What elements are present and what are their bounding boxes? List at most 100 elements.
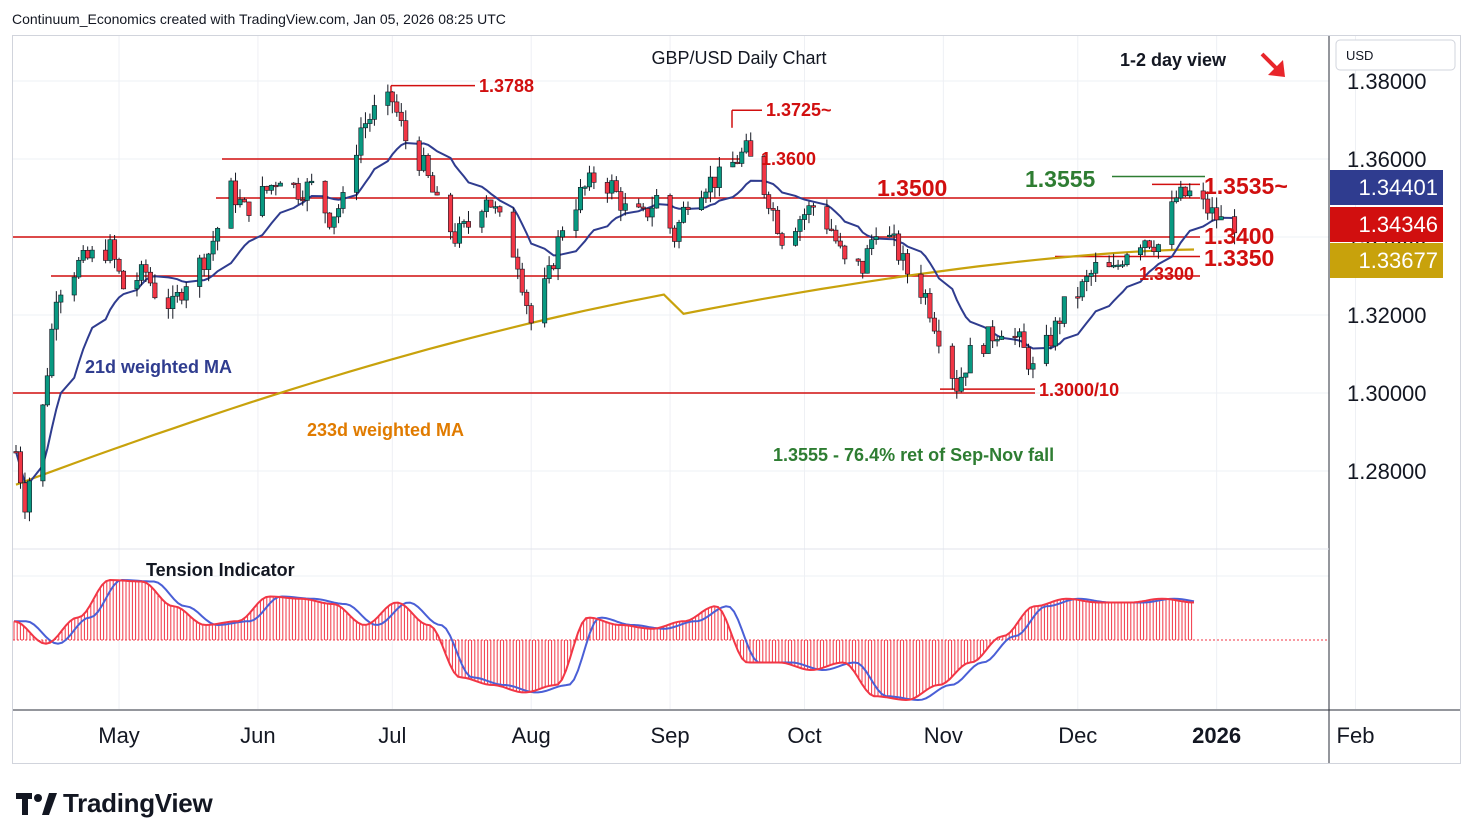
candle-body xyxy=(58,294,64,303)
candle-body xyxy=(793,231,799,246)
candle-body xyxy=(586,172,592,188)
x-tick-label: Feb xyxy=(1337,723,1375,748)
candle-body xyxy=(649,207,655,218)
candle-body xyxy=(640,206,646,209)
candle-body xyxy=(761,156,767,195)
candle-body xyxy=(528,305,534,324)
candle-body xyxy=(147,271,153,284)
svg-text:1.34346: 1.34346 xyxy=(1358,212,1438,237)
candle-body xyxy=(1106,262,1112,268)
candle-body xyxy=(304,181,310,201)
candle-body xyxy=(896,233,902,261)
candle-body xyxy=(80,250,86,261)
candle-body xyxy=(555,236,561,270)
candle-body xyxy=(931,317,937,332)
candle-body xyxy=(353,154,359,193)
badge-ma21: 1.34401 xyxy=(1330,170,1443,205)
candle-body xyxy=(716,166,722,188)
candle-body xyxy=(116,258,122,272)
candle-body xyxy=(152,282,158,299)
candle-body xyxy=(810,205,816,208)
candle-body xyxy=(891,233,897,236)
candle-body xyxy=(465,221,471,228)
candle-body xyxy=(577,187,583,211)
candle-body xyxy=(1088,272,1094,277)
x-tick-label: 2026 xyxy=(1192,723,1241,748)
level-label-1-3725: 1.3725~ xyxy=(766,100,832,120)
level-label-1-3600: 1.3600 xyxy=(761,149,816,169)
candle-body xyxy=(837,240,843,247)
level-label-1-3400: 1.3400 xyxy=(1204,223,1274,249)
candle-body xyxy=(89,249,95,259)
candle-body xyxy=(394,101,400,113)
candle-body xyxy=(990,326,996,342)
candle-body xyxy=(1124,254,1130,266)
candle-body xyxy=(515,256,521,270)
candle-body xyxy=(26,480,32,513)
candle-body xyxy=(483,199,489,212)
candle-body xyxy=(138,264,144,281)
ma21-label: 21d weighted MA xyxy=(85,357,232,377)
candle-body xyxy=(112,239,118,260)
view-label: 1-2 day view xyxy=(1120,50,1227,70)
candle-body xyxy=(44,375,50,406)
candle-body xyxy=(985,326,991,354)
candle-body xyxy=(1151,246,1157,252)
candle-body xyxy=(698,197,704,210)
candle-body xyxy=(900,253,906,261)
candle-body xyxy=(13,451,19,454)
tradingview-wordmark: TradingView xyxy=(63,788,213,818)
candle-body xyxy=(497,206,503,213)
candle-body xyxy=(1187,190,1193,197)
candle-body xyxy=(546,265,552,279)
candle-body xyxy=(40,404,46,482)
candle-body xyxy=(165,297,171,309)
candle-body xyxy=(869,239,875,249)
candle-body xyxy=(703,191,709,199)
candle-body xyxy=(1048,334,1054,347)
ma233-label: 233d weighted MA xyxy=(307,420,464,440)
candle-body xyxy=(367,119,373,124)
candle-body xyxy=(398,111,404,121)
candle-body xyxy=(609,180,615,194)
candle-body xyxy=(1084,276,1090,282)
candle-body xyxy=(273,184,279,188)
candle-body xyxy=(775,209,781,234)
candle-body xyxy=(85,250,91,259)
candle-body xyxy=(855,258,861,262)
candle-body xyxy=(134,280,140,290)
candle-body xyxy=(828,228,834,231)
candle-body xyxy=(743,140,749,153)
candle-body xyxy=(1142,240,1148,249)
candle-body xyxy=(922,293,928,298)
candle-body xyxy=(622,203,628,211)
candle-body xyxy=(71,276,77,296)
candle-body xyxy=(542,278,548,324)
candle-body xyxy=(1205,198,1211,214)
candle-body xyxy=(1209,207,1215,214)
candle-body xyxy=(994,339,1000,342)
candle-body xyxy=(1052,320,1058,347)
candle-body xyxy=(591,172,597,183)
y-tick-label: 1.30000 xyxy=(1347,381,1427,406)
candle-body xyxy=(309,180,315,184)
tradingview-logo[interactable]: TradingView xyxy=(15,788,213,819)
candle-body xyxy=(259,186,265,216)
candle-body xyxy=(206,253,212,270)
indicator-line xyxy=(13,578,1195,702)
retracement-note: 1.3555 - 76.4% ret of Sep-Nov fall xyxy=(773,445,1054,465)
candle-body xyxy=(842,245,848,260)
currency-box[interactable] xyxy=(1335,39,1456,71)
candle-body xyxy=(215,228,221,242)
candle-body xyxy=(618,191,624,211)
candle-body xyxy=(425,155,431,176)
tension-indicator-layer xyxy=(13,578,1329,702)
candle-body xyxy=(1232,216,1238,234)
candle-body xyxy=(734,161,740,165)
candle-body xyxy=(560,230,566,238)
candle-body xyxy=(300,199,306,202)
candle-body xyxy=(179,292,185,301)
candle-body xyxy=(999,335,1005,340)
candle-body xyxy=(210,240,216,255)
